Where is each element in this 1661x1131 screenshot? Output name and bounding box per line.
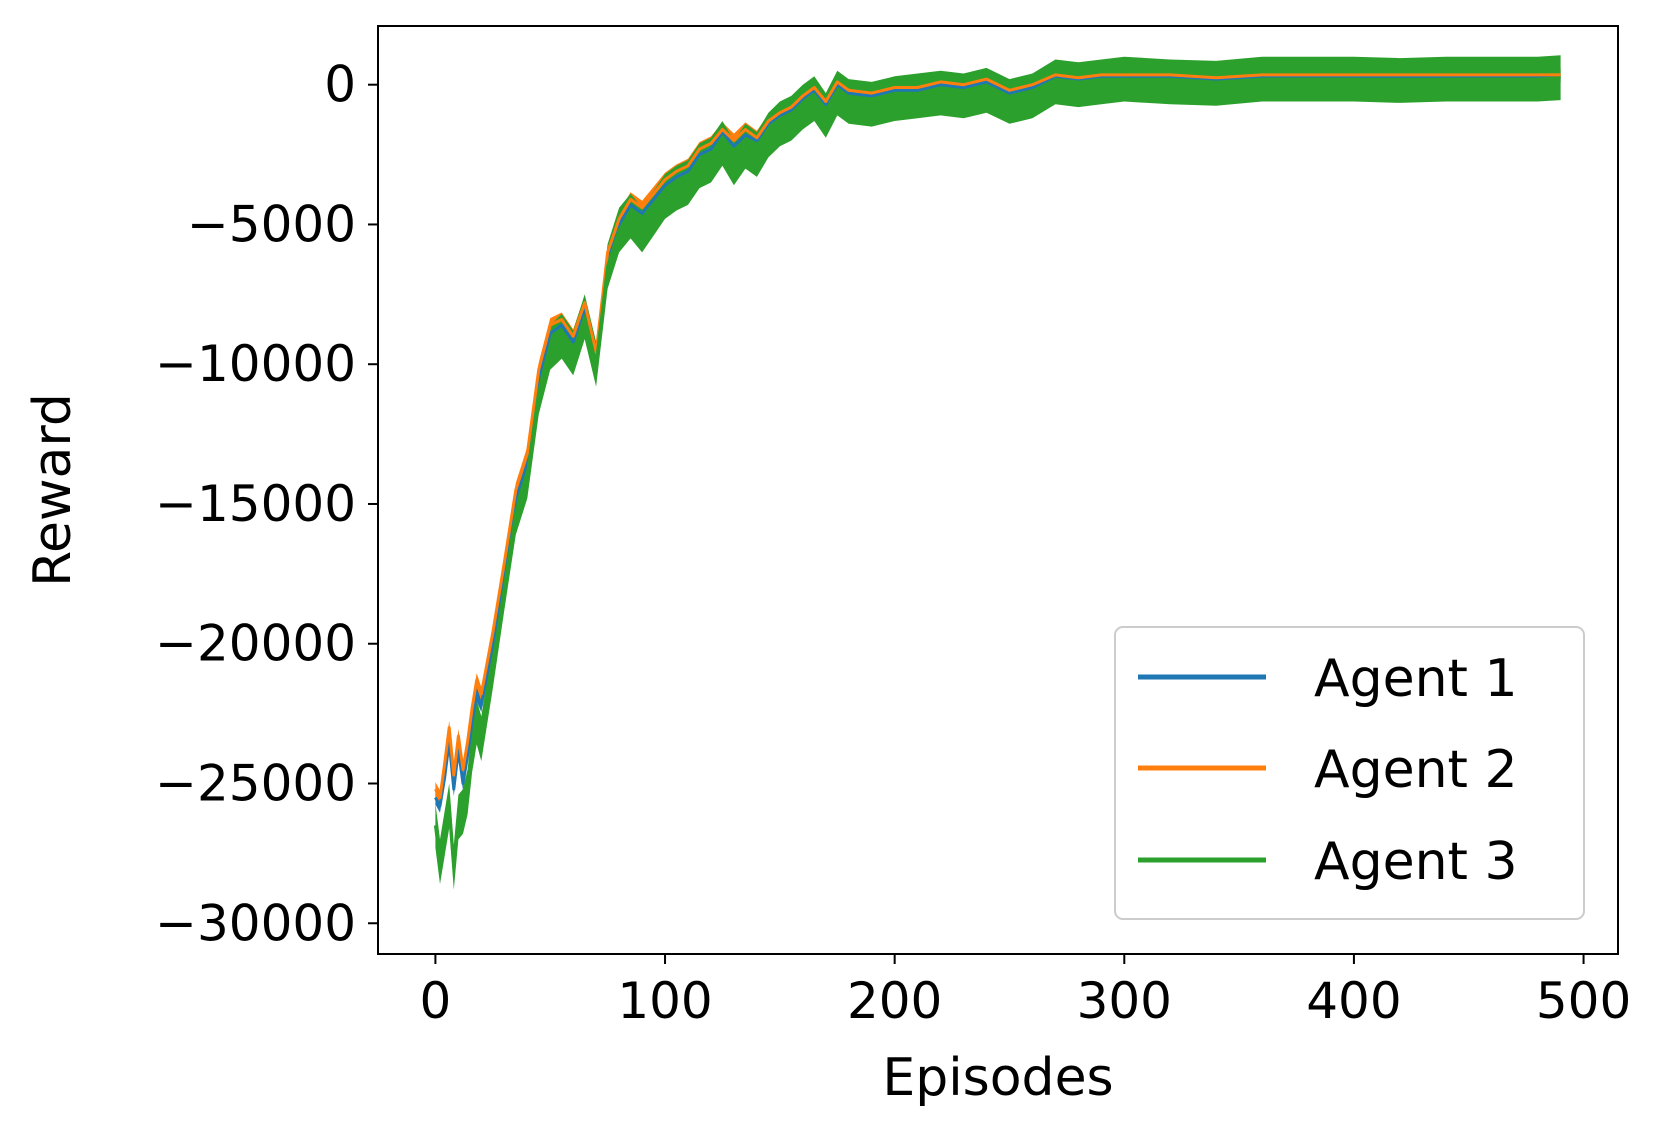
legend-box <box>1114 626 1585 920</box>
plot-frame <box>377 25 1619 955</box>
x-tick-label: 300 <box>1077 972 1172 1030</box>
y-tick-label: −5000 <box>187 195 356 253</box>
legend-label-agent-3: Agent 3 <box>1314 832 1518 892</box>
y-axis-label: Reward <box>23 393 83 587</box>
x-axis-label: Episodes <box>882 1048 1113 1108</box>
y-tick-label: −10000 <box>155 335 356 393</box>
x-tick-label: 200 <box>847 972 942 1030</box>
y-tick-label: −20000 <box>155 615 356 673</box>
legend-label-agent-2: Agent 2 <box>1314 740 1518 800</box>
x-tick-label: 400 <box>1306 972 1401 1030</box>
x-tick-label: 500 <box>1536 972 1631 1030</box>
y-tick-label: −30000 <box>155 894 356 952</box>
legend: Agent 1 Agent 2 Agent 3 <box>1114 626 1585 920</box>
y-tick-label: 0 <box>324 56 356 114</box>
y-tick-label: −15000 <box>155 475 356 533</box>
line-agent-2 <box>434 73 1561 799</box>
y-tick-label: −25000 <box>155 754 356 812</box>
x-tick-label: 0 <box>420 972 452 1030</box>
line-agent-3 <box>433 76 1561 869</box>
legend-label-agent-1: Agent 1 <box>1314 649 1518 709</box>
x-tick-label: 100 <box>617 972 712 1030</box>
axis-ticks: 0 100 200 300 400 500 0 −5000 −10000 −15000 −20000… <box>155 56 1631 1030</box>
series-lines <box>433 73 1561 869</box>
